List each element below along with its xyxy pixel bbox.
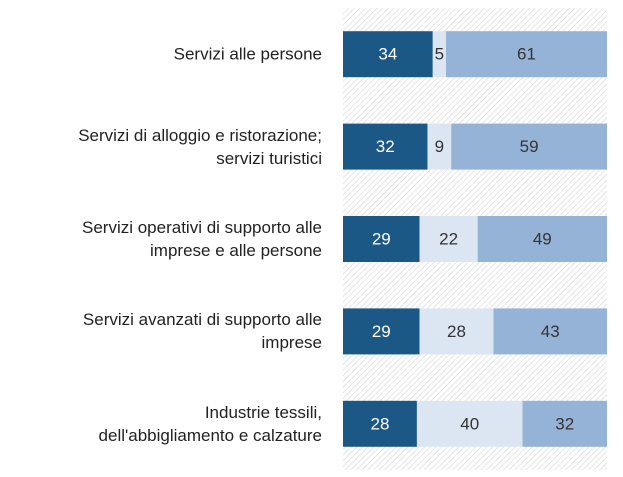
bar-segment (432, 31, 446, 78)
value-label: 61 (517, 45, 536, 64)
value-label: 29 (372, 322, 391, 341)
category-label: Servizi di alloggio e ristorazione; serv… (78, 125, 322, 168)
value-label: 28 (447, 322, 466, 341)
category-label: Servizi operativi di supporto alle impre… (81, 218, 322, 260)
value-label: 32 (555, 414, 574, 433)
bar-segment (451, 123, 607, 170)
value-label: 49 (533, 229, 552, 248)
bar-segment (419, 308, 494, 355)
value-label: 9 (435, 137, 444, 156)
bar-segment (343, 216, 420, 262)
value-label: 29 (372, 229, 391, 248)
value-label: 32 (376, 137, 395, 156)
bar-segment (343, 400, 417, 447)
bar-segment (427, 123, 452, 170)
value-label: 22 (439, 229, 458, 248)
value-label: 40 (460, 414, 479, 433)
bar-segment (419, 216, 478, 262)
bar-segment (477, 216, 607, 262)
category-label: Servizi avanzati di supporto alle impres… (82, 310, 322, 353)
value-label: 5 (435, 45, 444, 64)
bar-segment (522, 400, 607, 447)
bar-segment (343, 31, 433, 78)
bar-segment (445, 31, 607, 78)
category-label: Industrie tessili, dell'abbigliamento e … (98, 402, 322, 445)
value-label: 34 (378, 45, 397, 64)
value-label: 28 (370, 414, 389, 433)
value-label: 59 (520, 137, 539, 156)
bar-segment (343, 308, 420, 355)
bar-segment (416, 400, 523, 447)
category-label: Servizi alle persone (173, 44, 322, 64)
bar-segment (343, 123, 428, 170)
bar-segment (493, 308, 607, 355)
value-label: 43 (541, 322, 560, 341)
